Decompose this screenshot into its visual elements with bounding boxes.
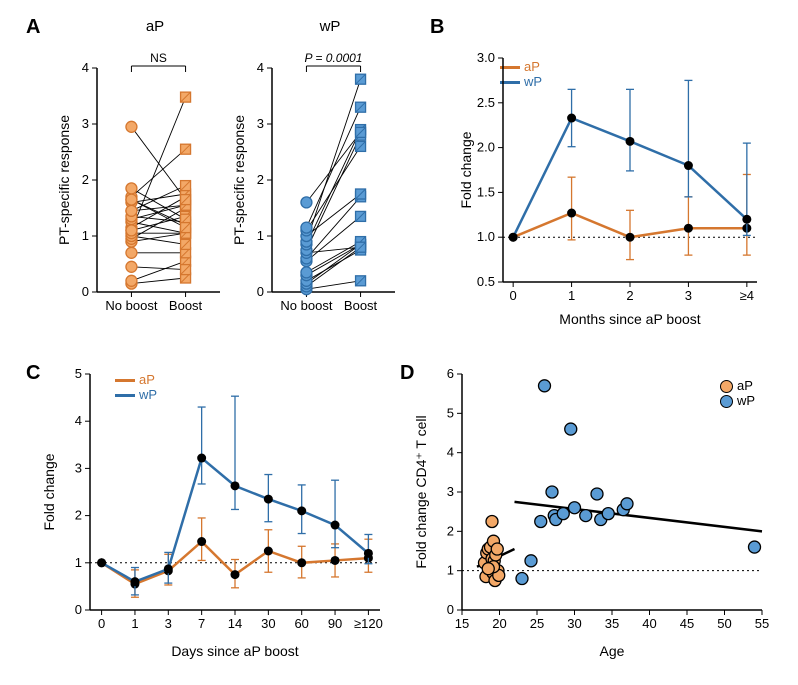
svg-text:3: 3 bbox=[82, 116, 89, 131]
svg-text:7: 7 bbox=[198, 616, 205, 631]
svg-text:P = 0.0001: P = 0.0001 bbox=[305, 51, 363, 65]
svg-text:3: 3 bbox=[447, 484, 454, 499]
svg-text:0: 0 bbox=[510, 288, 517, 303]
panel-a-left-title: aP bbox=[115, 18, 195, 35]
svg-text:15: 15 bbox=[455, 616, 469, 631]
svg-text:20: 20 bbox=[492, 616, 506, 631]
svg-text:50: 50 bbox=[717, 616, 731, 631]
svg-text:Fold change: Fold change bbox=[41, 453, 57, 530]
svg-text:5: 5 bbox=[75, 366, 82, 381]
svg-text:≥4: ≥4 bbox=[740, 288, 754, 303]
svg-text:3: 3 bbox=[165, 616, 172, 631]
panel-d-chart: 0123456152025303540455055Fold change CD4… bbox=[410, 362, 780, 662]
svg-text:0: 0 bbox=[75, 602, 82, 617]
svg-text:NS: NS bbox=[150, 51, 167, 65]
svg-text:No boost: No boost bbox=[280, 298, 332, 313]
svg-text:1: 1 bbox=[257, 228, 264, 243]
svg-text:30: 30 bbox=[261, 616, 275, 631]
svg-text:2: 2 bbox=[75, 508, 82, 523]
svg-text:1: 1 bbox=[75, 555, 82, 570]
svg-text:Boost: Boost bbox=[344, 298, 378, 313]
svg-text:Months since aP boost: Months since aP boost bbox=[559, 311, 700, 327]
svg-text:6: 6 bbox=[447, 366, 454, 381]
panel-b-chart: 0.5 1.0 1.5 2.0 2.5 3.0 0 1 2 3 ≥4 Fold change Month… bbox=[455, 40, 775, 330]
svg-text:0: 0 bbox=[257, 284, 264, 299]
svg-text:3: 3 bbox=[685, 288, 692, 303]
svg-text:4: 4 bbox=[82, 60, 89, 75]
svg-text:3: 3 bbox=[257, 116, 264, 131]
svg-text:PT-specific response: PT-specific response bbox=[56, 115, 72, 245]
svg-text:0.5: 0.5 bbox=[477, 274, 495, 289]
svg-text:4: 4 bbox=[257, 60, 264, 75]
svg-text:2.0: 2.0 bbox=[477, 140, 495, 155]
svg-text:4: 4 bbox=[75, 413, 82, 428]
panel-a-left-chart: 0 1 2 3 4 No boost Boost NS PT-specific response bbox=[55, 40, 230, 330]
svg-text:30: 30 bbox=[567, 616, 581, 631]
svg-text:0: 0 bbox=[98, 616, 105, 631]
svg-text:2: 2 bbox=[626, 288, 633, 303]
svg-text:0: 0 bbox=[82, 284, 89, 299]
svg-text:2: 2 bbox=[82, 172, 89, 187]
svg-text:4: 4 bbox=[447, 445, 454, 460]
svg-text:45: 45 bbox=[680, 616, 694, 631]
panel-a-right-title: wP bbox=[290, 18, 370, 35]
svg-text:60: 60 bbox=[294, 616, 308, 631]
svg-text:Boost: Boost bbox=[169, 298, 203, 313]
svg-text:40: 40 bbox=[642, 616, 656, 631]
svg-text:Fold change CD4⁺ T cell: Fold change CD4⁺ T cell bbox=[413, 415, 429, 568]
panel-a-right-chart: 0 1 2 3 4 No boost Boost P = 0.0001 PT-specific … bbox=[230, 40, 405, 330]
svg-text:1: 1 bbox=[82, 228, 89, 243]
svg-text:1: 1 bbox=[568, 288, 575, 303]
svg-text:No boost: No boost bbox=[105, 298, 157, 313]
svg-text:25: 25 bbox=[530, 616, 544, 631]
svg-text:3.0: 3.0 bbox=[477, 50, 495, 65]
svg-text:2: 2 bbox=[447, 523, 454, 538]
svg-text:55: 55 bbox=[755, 616, 769, 631]
svg-text:Days since aP boost: Days since aP boost bbox=[171, 643, 298, 659]
svg-text:1.5: 1.5 bbox=[477, 184, 495, 199]
svg-text:90: 90 bbox=[328, 616, 342, 631]
svg-text:5: 5 bbox=[447, 405, 454, 420]
panel-c-chart: 0 1 2 3 4 5 0 1 3 7 14 30 60 90 ≥120 Fold change Days si… bbox=[38, 362, 398, 662]
svg-text:PT-specific response: PT-specific response bbox=[231, 115, 247, 245]
svg-text:1: 1 bbox=[131, 616, 138, 631]
svg-text:0: 0 bbox=[447, 602, 454, 617]
panel-a-label: A bbox=[26, 16, 40, 39]
panel-b-label: B bbox=[430, 16, 444, 39]
svg-text:1: 1 bbox=[447, 563, 454, 578]
svg-text:3: 3 bbox=[75, 460, 82, 475]
svg-text:≥120: ≥120 bbox=[354, 616, 383, 631]
svg-text:1.0: 1.0 bbox=[477, 229, 495, 244]
svg-text:2.5: 2.5 bbox=[477, 95, 495, 110]
svg-text:2: 2 bbox=[257, 172, 264, 187]
svg-text:Fold change: Fold change bbox=[458, 131, 474, 208]
svg-text:14: 14 bbox=[228, 616, 242, 631]
svg-text:35: 35 bbox=[605, 616, 619, 631]
svg-text:Age: Age bbox=[600, 643, 625, 659]
